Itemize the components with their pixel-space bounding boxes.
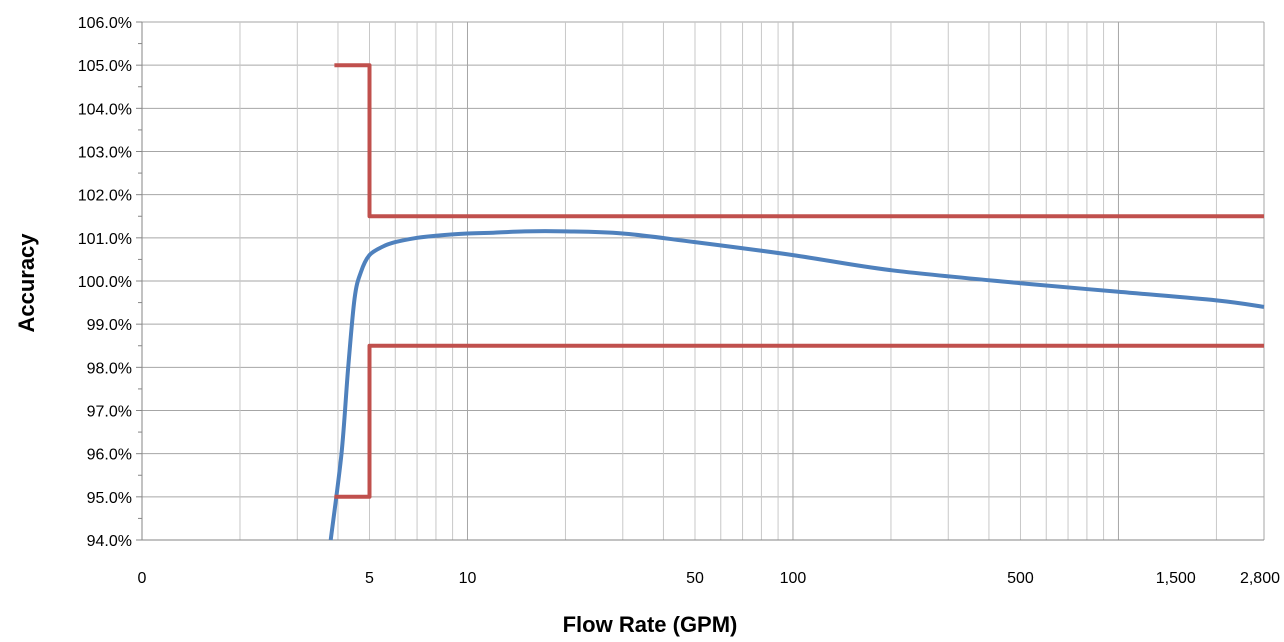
series-layer xyxy=(328,63,1265,541)
y-tick-label: 103.0% xyxy=(78,145,132,162)
y-tick-label: 97.0% xyxy=(87,404,132,421)
y-tick-label: 95.0% xyxy=(87,490,132,507)
y-tick-label: 104.0% xyxy=(78,101,132,118)
x-tick-label: 5 xyxy=(365,570,374,587)
y-tick-label: 102.0% xyxy=(78,188,132,205)
y-tick-label: 100.0% xyxy=(78,274,132,291)
y-tick-label: 101.0% xyxy=(78,231,132,248)
y-tick-label: 105.0% xyxy=(78,58,132,75)
y-tick-label: 99.0% xyxy=(87,317,132,334)
x-tick-label: 10 xyxy=(459,570,477,587)
x-tick-label: 100 xyxy=(780,570,807,587)
x-tick-label: 500 xyxy=(1007,570,1034,587)
x-axis-title: Flow Rate (GPM) xyxy=(563,612,738,637)
x-tick-labels: 0 5 10 50 100 500 1,500 2,800 xyxy=(138,570,1281,587)
y-tick-label: 98.0% xyxy=(87,360,132,377)
accuracy-curve-line xyxy=(328,229,1265,541)
y-axis-title: Accuracy xyxy=(14,233,39,333)
y-tick-label: 106.0% xyxy=(78,15,132,32)
y-tick-label: 96.0% xyxy=(87,447,132,464)
grid xyxy=(141,21,1265,541)
x-tick-label: 2,800 xyxy=(1240,570,1280,587)
axes xyxy=(136,21,1264,541)
upper-limit-line xyxy=(334,63,1264,219)
x-tick-label: 50 xyxy=(686,570,704,587)
y-tick-labels: 94.0% 95.0% 96.0% 97.0% 98.0% 99.0% 100.0% 101.… xyxy=(78,15,132,550)
lower-limit-line xyxy=(334,343,1264,499)
x-tick-label: 1,500 xyxy=(1156,570,1196,587)
x-tick-label: 0 xyxy=(138,570,147,587)
y-tick-label: 94.0% xyxy=(87,533,132,550)
